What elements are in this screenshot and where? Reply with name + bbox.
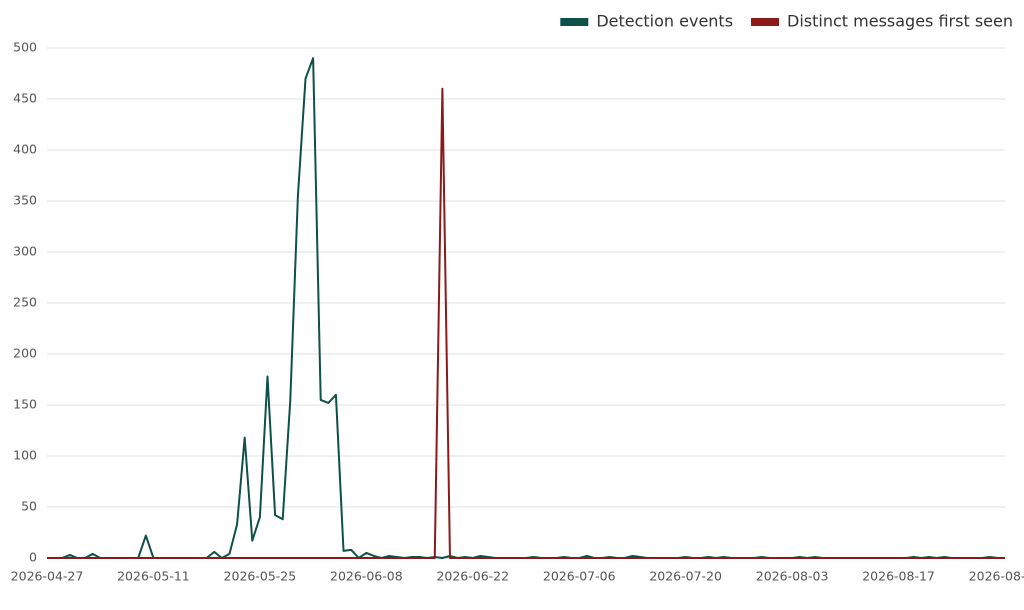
series-line (47, 87, 1005, 559)
y-tick-label: 100 (13, 448, 37, 463)
x-tick-label: 2026-08-31 (969, 569, 1024, 584)
y-tick-label: 500 (13, 40, 37, 55)
y-tick-label: 300 (13, 244, 37, 259)
legend-label: Distinct messages first seen (787, 12, 1013, 31)
x-tick-label: 2026-04-27 (11, 569, 84, 584)
x-tick-label: 2026-08-03 (756, 569, 829, 584)
x-tick-label: 2026-06-08 (330, 569, 403, 584)
y-tick-label: 450 (13, 91, 37, 106)
y-tick-label: 150 (13, 397, 37, 412)
y-tick-label: 250 (13, 295, 37, 310)
series-line (47, 57, 1005, 559)
x-tick-label: 2026-06-22 (436, 569, 509, 584)
legend-label: Detection events (596, 12, 733, 31)
x-tick-label: 2026-08-17 (862, 569, 935, 584)
y-tick-label: 0 (29, 550, 37, 565)
legend-swatch (560, 18, 589, 26)
y-tick-label: 350 (13, 193, 37, 208)
x-tick-label: 2026-05-11 (117, 569, 190, 584)
y-tick-label: 200 (13, 346, 37, 361)
x-tick-label: 2026-05-25 (224, 569, 297, 584)
y-tick-label: 50 (21, 499, 37, 514)
legend-swatch (751, 18, 780, 26)
x-tick-label: 2026-07-06 (543, 569, 616, 584)
x-tick-label: 2026-07-20 (649, 569, 722, 584)
y-tick-label: 400 (13, 142, 37, 157)
